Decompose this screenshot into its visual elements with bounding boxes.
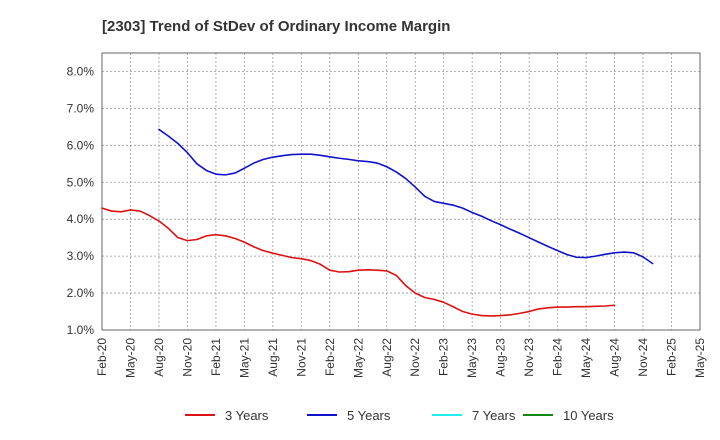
y-tick-label: 5.0%: [67, 175, 95, 189]
y-tick-label: 1.0%: [67, 323, 95, 337]
plot-frame: [101, 52, 701, 331]
x-tick-label: May-20: [123, 338, 137, 378]
legend-label: 10 Years: [563, 408, 614, 423]
x-tick-label: May-24: [579, 338, 593, 378]
x-tick-label: Aug-22: [380, 338, 394, 377]
y-tick-label: 2.0%: [67, 286, 95, 300]
legend-label: 5 Years: [347, 408, 391, 423]
x-tick-label: Aug-23: [494, 338, 508, 377]
x-tick-label: Aug-24: [608, 338, 622, 377]
chart-title: [2303] Trend of StDev of Ordinary Income…: [102, 18, 450, 35]
x-tick-label: Nov-21: [294, 338, 308, 377]
x-tick-label: May-21: [237, 338, 251, 378]
legend-label: 3 Years: [225, 408, 269, 423]
y-tick-label: 4.0%: [67, 212, 95, 226]
y-tick-label: 7.0%: [67, 101, 95, 115]
series-line: [158, 128, 654, 265]
x-tick-label: May-25: [693, 338, 707, 378]
x-tick-label: Feb-21: [209, 338, 223, 376]
x-tick-label: Feb-25: [665, 338, 679, 376]
x-tick-label: Feb-22: [323, 338, 337, 376]
plot-area: [102, 53, 700, 330]
x-tick-label: Nov-23: [522, 338, 536, 377]
x-tick-label: Feb-24: [551, 338, 565, 376]
legend-label: 7 Years: [472, 408, 516, 423]
x-tick-label: Aug-20: [152, 338, 166, 377]
x-tick-label: May-23: [465, 338, 479, 378]
x-tick-label: May-22: [351, 338, 365, 378]
x-tick-label: Feb-20: [95, 338, 109, 376]
x-tick-label: Nov-22: [408, 338, 422, 377]
y-tick-label: 3.0%: [67, 249, 95, 263]
x-tick-label: Nov-20: [180, 338, 194, 377]
x-tick-label: Nov-24: [636, 338, 650, 377]
series-line: [101, 207, 616, 317]
y-tick-label: 8.0%: [67, 64, 95, 78]
x-tick-label: Aug-21: [266, 338, 280, 377]
y-tick-label: 6.0%: [67, 138, 95, 152]
x-tick-label: Feb-23: [437, 338, 451, 376]
